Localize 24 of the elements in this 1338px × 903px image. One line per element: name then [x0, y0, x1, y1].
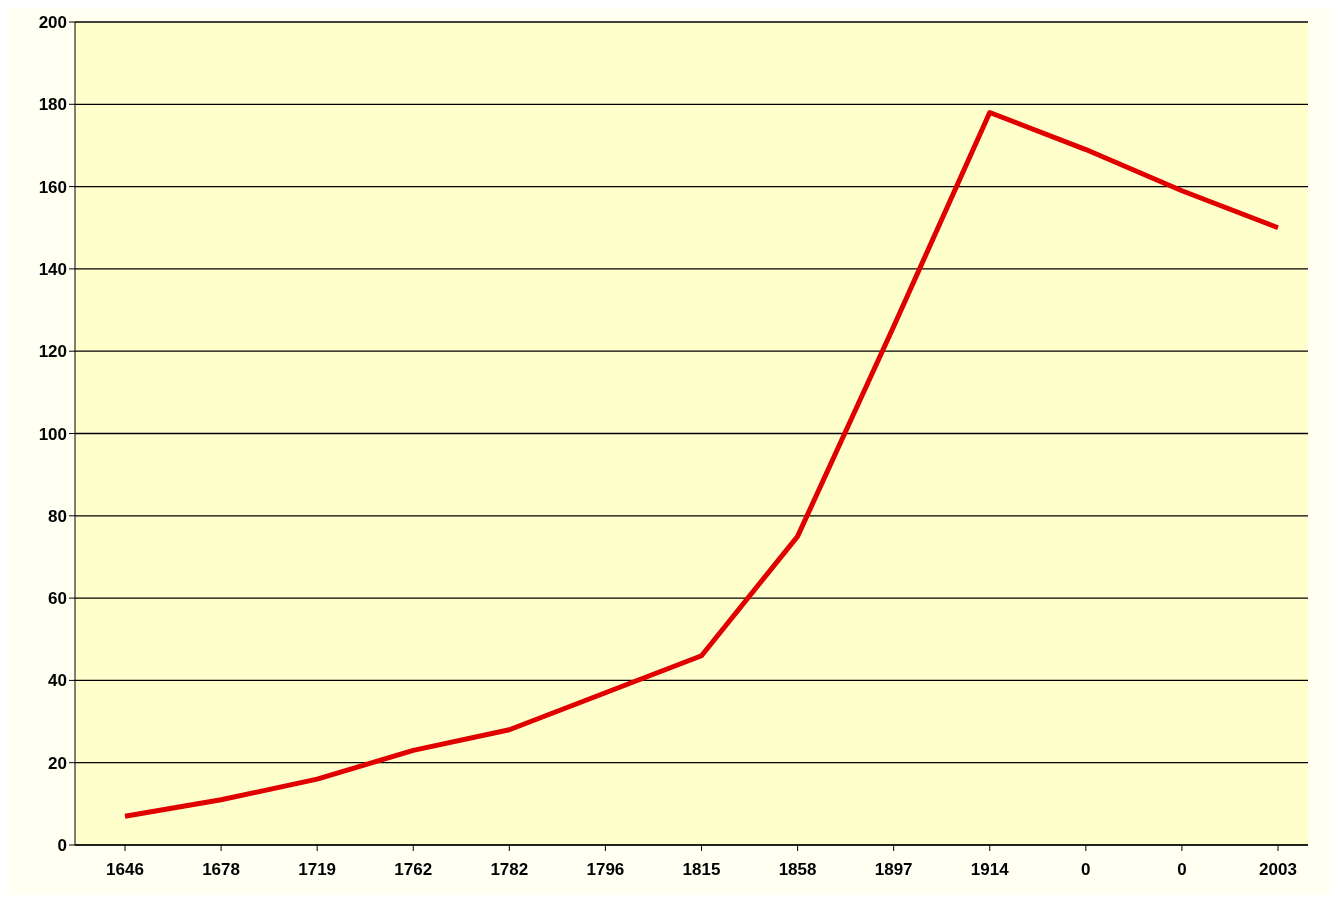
y-tick-label: 100 [38, 424, 67, 444]
x-tick-label: 1914 [970, 860, 1010, 880]
x-tick-label: 0 [1177, 860, 1187, 880]
x-tick-label: 1678 [202, 860, 240, 880]
x-tick-label: 2003 [1259, 860, 1297, 880]
y-tick-label: 120 [38, 342, 67, 362]
x-tick-label: 1897 [874, 860, 913, 880]
x-tick-label: 1762 [394, 860, 433, 880]
y-tick-label: 80 [48, 506, 67, 526]
x-tick-label: 1815 [682, 860, 721, 880]
x-tick-label: 1646 [106, 860, 144, 880]
x-tick-label: 1858 [778, 860, 817, 880]
y-tick-label: 160 [38, 177, 67, 197]
y-tick-label: 20 [48, 753, 67, 773]
x-tick-label: 1719 [298, 860, 337, 880]
y-tick-label: 40 [48, 671, 67, 691]
x-tick-label: 1782 [490, 860, 529, 880]
y-tick-label: 60 [48, 589, 67, 609]
x-tick-label: 0 [1081, 860, 1091, 880]
x-tick-label: 1796 [586, 860, 625, 880]
y-tick-label: 140 [38, 259, 67, 279]
y-tick-label: 180 [38, 95, 67, 115]
y-tick-label: 200 [38, 13, 67, 33]
y-tick-label: 0 [57, 836, 67, 856]
